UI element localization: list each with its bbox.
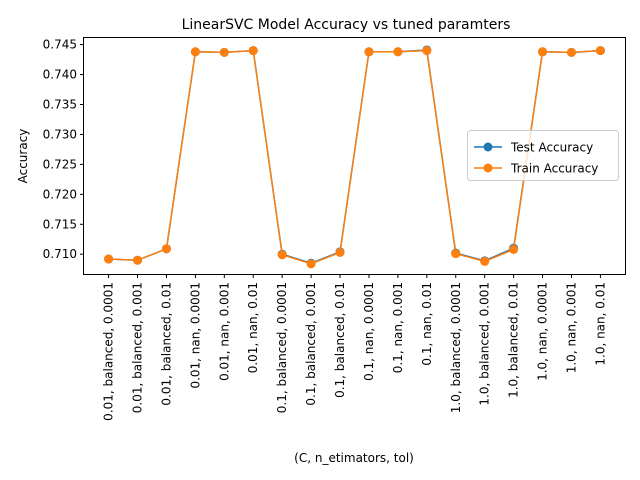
y-tick-label: 0.710: [43, 247, 77, 261]
data-point: [190, 47, 200, 57]
data-point: [248, 46, 258, 56]
data-point: [538, 47, 548, 57]
y-tick-label: 0.725: [43, 157, 77, 171]
data-point: [277, 250, 287, 260]
x-tick-label: 0.01, nan, 0.01: [246, 282, 260, 373]
data-point: [104, 254, 114, 264]
x-tick-label: 1.0, balanced, 0.001: [478, 282, 492, 406]
x-tick-label: 1.0, nan, 0.01: [593, 282, 607, 366]
x-tick-label: 0.01, balanced, 0.01: [159, 282, 173, 406]
data-point: [480, 256, 490, 266]
x-axis: 0.01, balanced, 0.0001 0.01, balanced, 0.…: [102, 274, 607, 421]
data-point: [161, 244, 171, 254]
series-layer: [104, 45, 605, 269]
y-tick-label: 0.715: [43, 217, 77, 231]
data-point: [306, 259, 316, 269]
x-tick-label: 0.1, nan, 0.0001: [362, 282, 376, 381]
x-tick-label: 1.0, nan, 0.001: [564, 282, 578, 373]
data-point: [451, 249, 461, 259]
y-axis-label: Accuracy: [16, 129, 30, 184]
data-point: [219, 47, 229, 57]
x-tick-label: 0.01, nan, 0.0001: [188, 282, 202, 389]
x-tick-label: 0.1, balanced, 0.001: [304, 282, 318, 406]
series-1: [104, 46, 605, 269]
x-tick-label: 1.0, balanced, 0.01: [507, 282, 521, 398]
x-tick-label: 1.0, nan, 0.0001: [536, 282, 550, 381]
chart-title: LinearSVC Model Accuracy vs tuned paramt…: [182, 17, 511, 33]
data-point: [364, 47, 374, 57]
legend: Test Accuracy Train Accuracy: [467, 130, 619, 181]
legend-label: Train Accuracy: [510, 162, 598, 176]
x-tick-label: 0.1, nan, 0.01: [420, 282, 434, 366]
legend-marker: [483, 142, 493, 152]
data-point: [393, 47, 403, 57]
plot-frame: [83, 37, 626, 275]
x-tick-label: 1.0, balanced, 0.0001: [449, 282, 463, 413]
x-tick-label: 0.01, balanced, 0.0001: [102, 282, 116, 421]
y-tick-label: 0.730: [43, 127, 77, 141]
series-line: [108, 49, 601, 265]
y-tick-label: 0.745: [43, 38, 77, 52]
legend-label: Test Accuracy: [510, 141, 593, 155]
data-point: [509, 244, 519, 254]
x-tick-label: 0.01, nan, 0.001: [217, 282, 231, 381]
y-tick-label: 0.735: [43, 97, 77, 111]
legend-frame: [467, 130, 619, 181]
data-point: [595, 46, 605, 56]
data-point: [133, 255, 143, 265]
data-point: [422, 46, 432, 56]
x-axis-label: (C, n_etimators, tol): [294, 451, 414, 465]
y-tick-label: 0.720: [43, 187, 77, 201]
data-point: [335, 247, 345, 257]
y-tick-label: 0.740: [43, 68, 77, 82]
y-axis: 0.710 0.715 0.720 0.725 0.730 0.735 0.740 0.745: [43, 38, 84, 261]
x-tick-label: 0.01, balanced, 0.001: [131, 282, 145, 413]
x-tick-label: 0.1, nan, 0.001: [391, 282, 405, 373]
legend-marker: [483, 163, 493, 173]
x-tick-label: 0.1, balanced, 0.01: [333, 282, 347, 398]
data-point: [566, 47, 576, 57]
x-tick-label: 0.1, balanced, 0.0001: [275, 282, 289, 413]
